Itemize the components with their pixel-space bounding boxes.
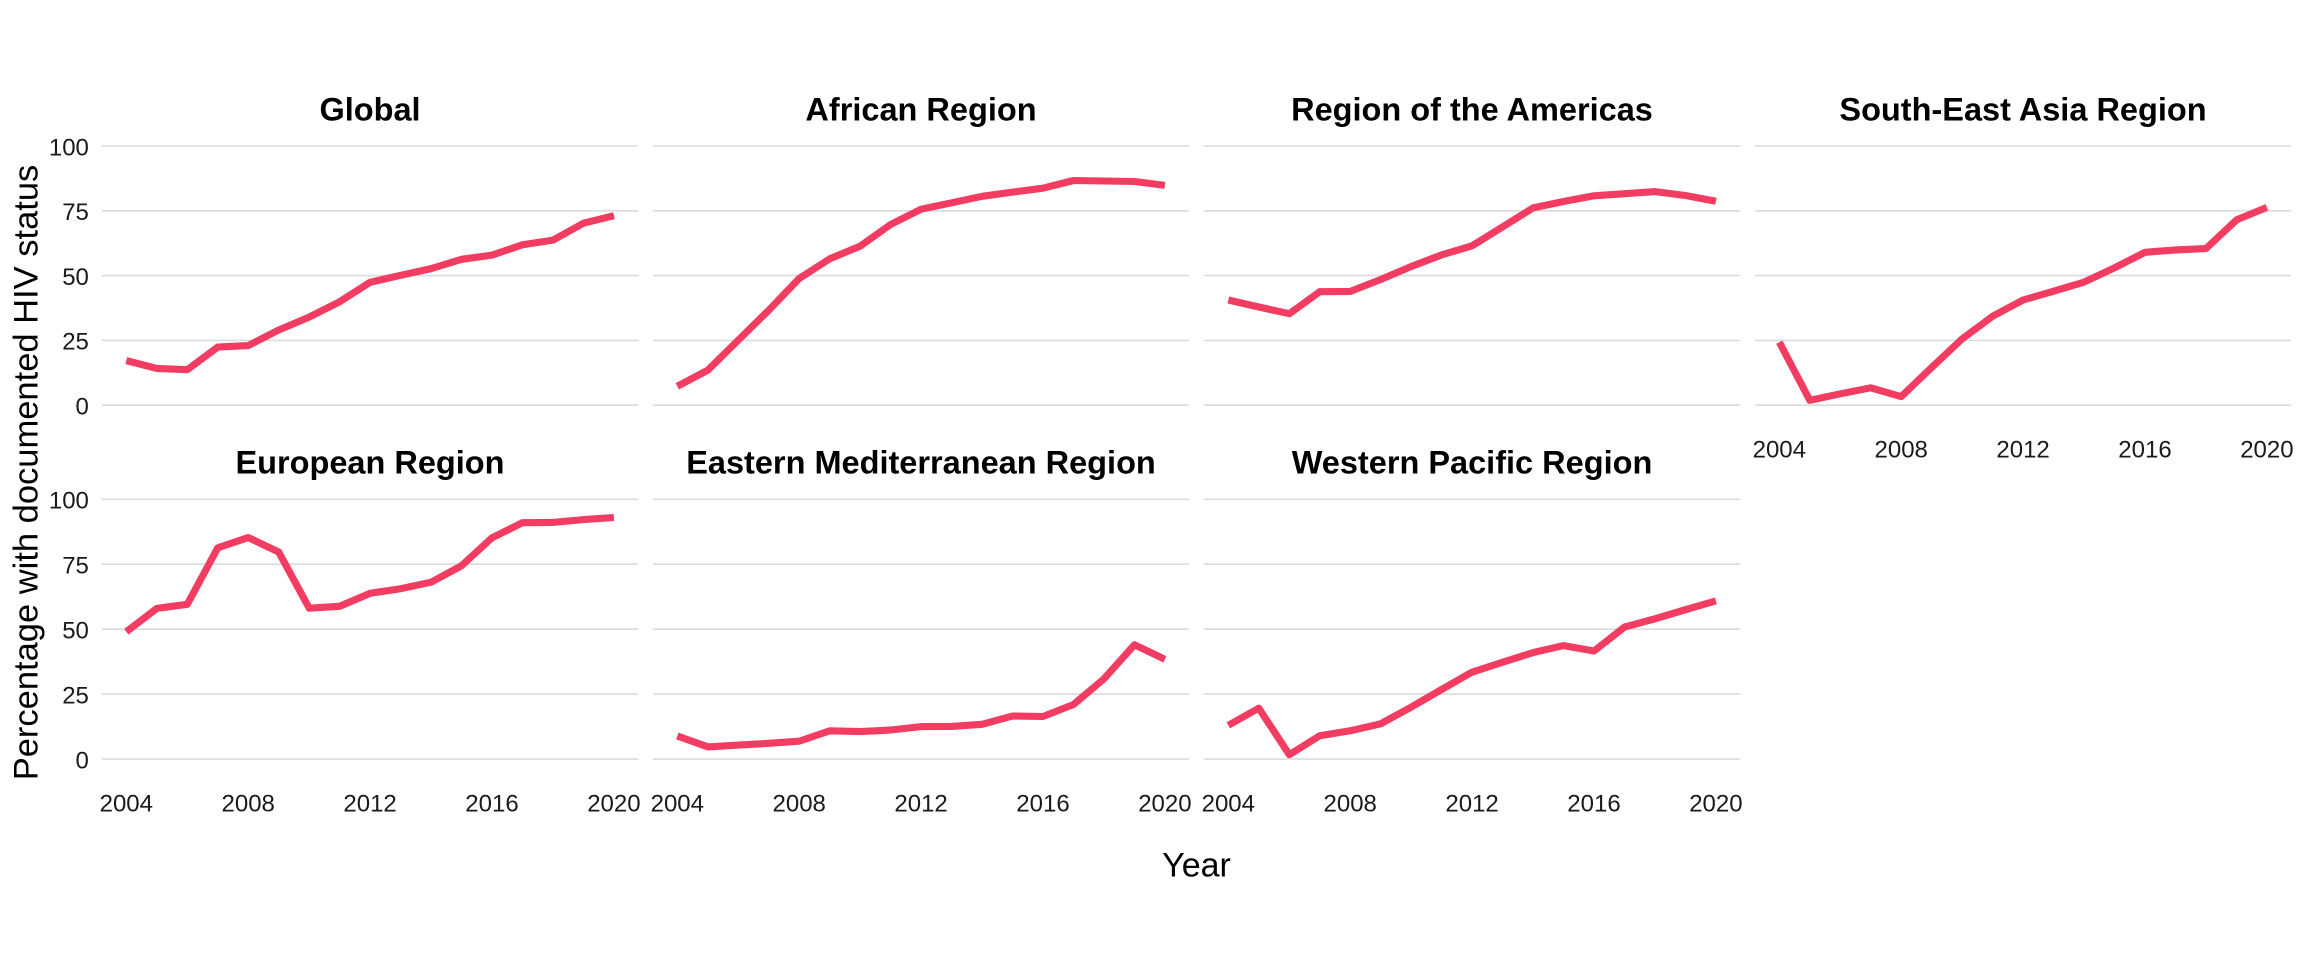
svg-text:2020: 2020 (2240, 437, 2293, 464)
svg-text:2020: 2020 (1138, 790, 1191, 817)
svg-text:Global: Global (319, 91, 420, 127)
svg-text:2008: 2008 (773, 790, 826, 817)
svg-text:100: 100 (49, 488, 89, 515)
svg-text:2016: 2016 (1016, 790, 1069, 817)
svg-text:2004: 2004 (1202, 790, 1255, 817)
svg-text:2004: 2004 (651, 790, 704, 817)
svg-text:25: 25 (62, 329, 89, 356)
svg-text:2008: 2008 (1875, 437, 1928, 464)
svg-text:African Region: African Region (805, 91, 1036, 127)
svg-text:25: 25 (62, 682, 89, 709)
svg-text:2012: 2012 (1445, 790, 1498, 817)
svg-text:100: 100 (49, 134, 89, 161)
svg-text:2004: 2004 (1753, 437, 1806, 464)
svg-text:European Region: European Region (235, 444, 504, 480)
svg-text:Eastern Mediterranean Region: Eastern Mediterranean Region (686, 444, 1156, 480)
svg-text:Region of the Americas: Region of the Americas (1291, 91, 1653, 127)
svg-text:0: 0 (76, 394, 89, 421)
svg-text:2012: 2012 (894, 790, 947, 817)
svg-text:2016: 2016 (2118, 437, 2171, 464)
svg-text:2016: 2016 (1567, 790, 1620, 817)
svg-text:2008: 2008 (1324, 790, 1377, 817)
svg-text:Year: Year (1162, 846, 1231, 884)
svg-text:2020: 2020 (1689, 790, 1742, 817)
svg-text:75: 75 (62, 199, 89, 226)
svg-text:South-East Asia Region: South-East Asia Region (1839, 91, 2206, 127)
svg-text:2004: 2004 (100, 790, 153, 817)
svg-text:Percentage with documented HIV: Percentage with documented HIV status (8, 165, 46, 781)
svg-text:0: 0 (76, 747, 89, 774)
svg-text:Western Pacific Region: Western Pacific Region (1292, 444, 1653, 480)
svg-text:2012: 2012 (343, 790, 396, 817)
svg-text:75: 75 (62, 553, 89, 580)
svg-text:2008: 2008 (222, 790, 275, 817)
svg-text:2020: 2020 (587, 790, 640, 817)
svg-text:2012: 2012 (1996, 437, 2049, 464)
svg-text:50: 50 (62, 264, 89, 291)
svg-text:2016: 2016 (465, 790, 518, 817)
svg-text:50: 50 (62, 618, 89, 645)
